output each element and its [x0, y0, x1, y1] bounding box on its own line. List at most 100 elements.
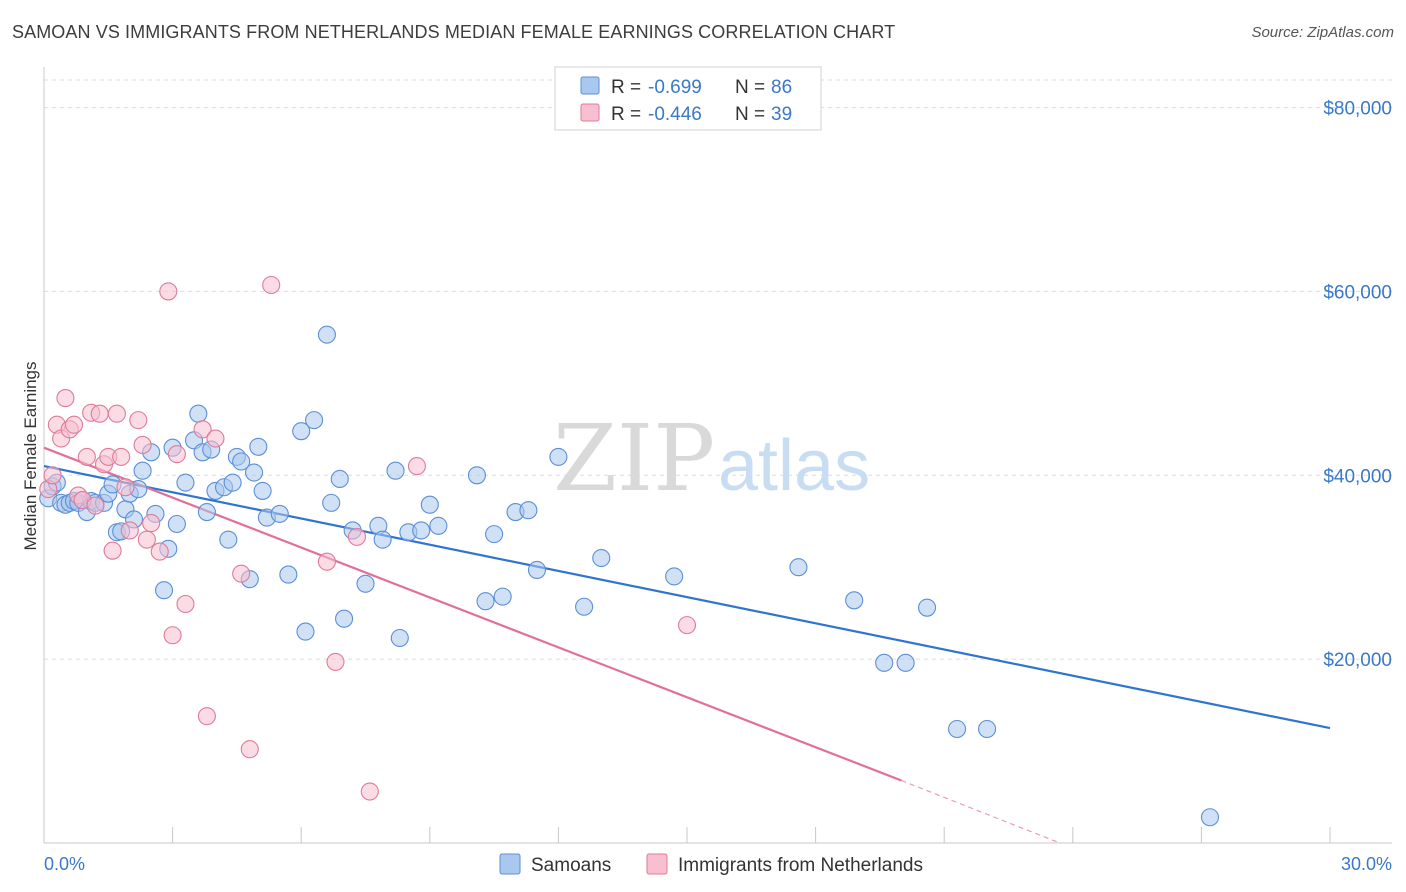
point-netherlands [56, 389, 75, 408]
trend-line-extension [901, 779, 1061, 844]
point-samoans [356, 574, 375, 593]
point-samoans [665, 567, 684, 586]
legend-r-value: -0.446 [648, 104, 702, 125]
point-samoans [592, 548, 611, 568]
y-tick-labels: $20,000 $40,000 $60,000 $80,000 [1323, 99, 1392, 672]
bottom-legend: Samoans Immigrants from Netherlands [499, 853, 923, 876]
point-samoans [575, 597, 594, 616]
point-samoans [219, 530, 238, 549]
point-samoans [467, 466, 487, 485]
legend-n-value: 86 [771, 77, 792, 98]
legend-row-samoans: R = -0.699 N = 86 [580, 76, 792, 98]
point-netherlands [129, 411, 148, 430]
point-netherlands [103, 541, 122, 560]
point-samoans [420, 495, 439, 514]
point-samoans [317, 325, 336, 344]
point-samoans [386, 461, 405, 480]
point-netherlands [360, 782, 379, 801]
point-samoans [232, 452, 251, 471]
point-netherlands [86, 496, 105, 515]
y-axis-label: Median Female Earnings [21, 362, 40, 551]
legend-r-value: -0.699 [648, 77, 702, 98]
point-netherlands [137, 530, 156, 549]
bottom-legend-label-netherlands: Immigrants from Netherlands [678, 855, 923, 876]
point-samoans [978, 719, 997, 739]
legend-n-value: 39 [771, 104, 792, 125]
point-samoans [330, 469, 349, 489]
chart-title: SAMOAN VS IMMIGRANTS FROM NETHERLANDS ME… [12, 22, 896, 42]
point-netherlands [133, 435, 152, 455]
point-netherlands [317, 552, 336, 571]
point-netherlands [176, 594, 195, 614]
point-samoans [918, 598, 937, 617]
point-samoans [223, 473, 242, 492]
point-netherlands [206, 429, 225, 448]
legend-box: R = -0.699 N = 86 R = -0.446 N = 39 [554, 66, 822, 131]
y-tick-label: $20,000 [1323, 650, 1392, 671]
point-samoans [335, 609, 354, 628]
point-samoans [493, 587, 512, 606]
watermark-atlas: atlas [718, 426, 870, 506]
point-netherlands [326, 652, 345, 671]
y-tick-label: $40,000 [1323, 466, 1392, 487]
point-netherlands [64, 415, 84, 434]
point-samoans [429, 516, 448, 535]
point-samoans [197, 503, 216, 522]
point-netherlands [262, 275, 281, 295]
point-samoans [249, 437, 268, 456]
watermark-zip: ZIP [553, 405, 715, 512]
point-netherlands [232, 564, 251, 583]
point-samoans [485, 525, 504, 544]
legend-swatch-netherlands [580, 103, 600, 122]
x-tick-label: 0.0% [44, 854, 85, 874]
x-tick-labels: 0.0% 30.0% [44, 854, 1392, 874]
bottom-legend-swatch-samoans [499, 853, 521, 875]
point-netherlands [193, 420, 212, 439]
point-samoans [390, 628, 409, 648]
point-netherlands [77, 447, 96, 466]
point-netherlands [407, 457, 426, 476]
point-netherlands [107, 404, 126, 423]
point-samoans [279, 565, 298, 584]
axes [43, 67, 1392, 844]
legend-r-label: R = [611, 104, 641, 125]
point-samoans [296, 622, 315, 641]
point-netherlands [112, 447, 131, 466]
point-netherlands [159, 282, 178, 301]
point-netherlands [197, 707, 216, 726]
point-samoans [133, 461, 152, 480]
point-samoans [373, 530, 392, 549]
point-samoans [154, 581, 174, 600]
legend-n-label: N = [735, 104, 765, 125]
legend-r-label: R = [611, 77, 641, 98]
point-samoans [412, 521, 431, 540]
source-credit: Source: ZipAtlas.com [1251, 24, 1394, 41]
point-netherlands [677, 616, 697, 635]
legend-row-netherlands: R = -0.446 N = 39 [580, 103, 792, 125]
point-netherlands [240, 740, 259, 759]
point-samoans [948, 719, 967, 739]
data-points [39, 275, 1220, 827]
trend-lines [43, 446, 1331, 844]
point-samoans [519, 501, 538, 520]
x-tick-label: 30.0% [1341, 854, 1392, 874]
bottom-legend-swatch-netherlands [646, 853, 668, 875]
point-netherlands [167, 445, 186, 464]
trend-line-samoans [43, 465, 1331, 730]
point-netherlands [116, 478, 135, 497]
legend-swatch-samoans [580, 76, 600, 95]
point-netherlands [347, 527, 366, 546]
point-samoans [527, 560, 547, 580]
point-samoans [875, 653, 894, 672]
bottom-legend-label-samoans: Samoans [531, 855, 611, 876]
point-samoans [845, 591, 864, 610]
point-samoans [292, 422, 311, 441]
point-netherlands [163, 626, 182, 645]
point-netherlands [120, 521, 139, 540]
point-samoans [322, 493, 341, 512]
trend-line-netherlands [43, 446, 902, 782]
point-samoans [270, 504, 289, 523]
point-netherlands [150, 542, 169, 561]
legend-n-label: N = [735, 77, 765, 98]
